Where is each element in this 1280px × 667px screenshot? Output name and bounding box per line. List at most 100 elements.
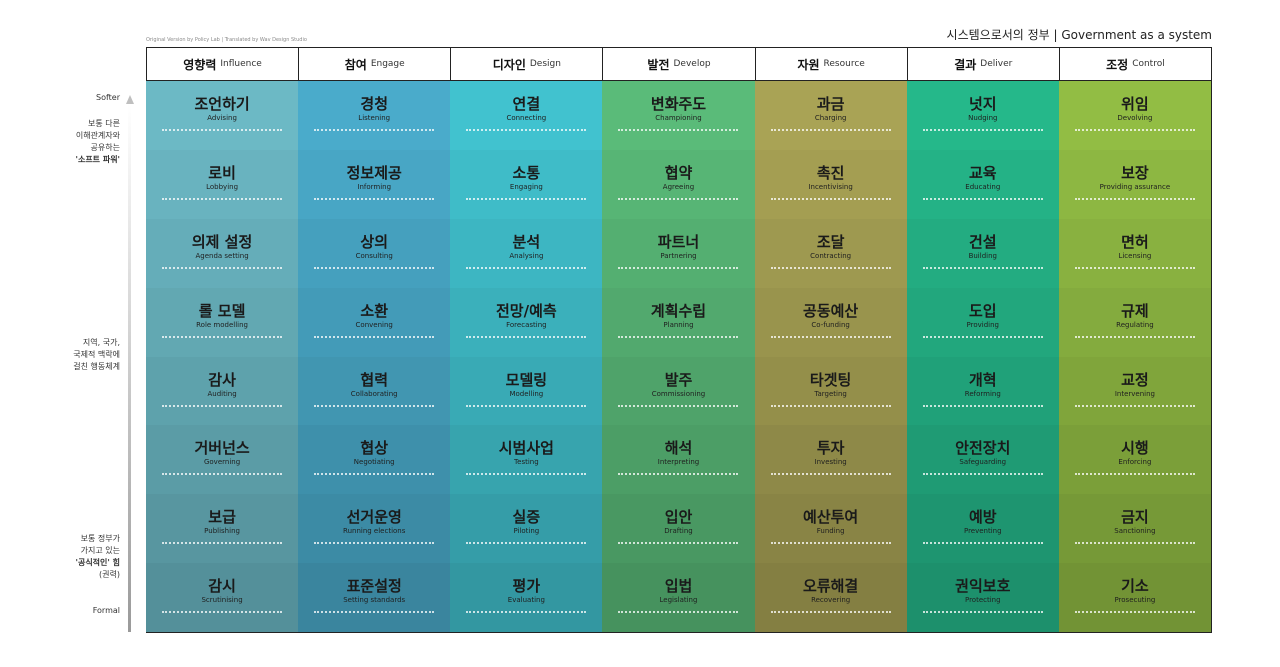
cell-title-ko: 소환 <box>360 301 389 320</box>
cell-description-placeholder <box>1074 404 1195 409</box>
cell-description-placeholder <box>466 266 587 271</box>
cell-title-en: Negotiating <box>353 458 395 467</box>
cell-title-en: Consulting <box>355 251 393 260</box>
cell-title-en: Agenda setting <box>195 251 249 260</box>
cell-description-placeholder <box>162 197 283 202</box>
cell-description-placeholder <box>162 542 283 546</box>
grid-cell: 위임 Devolving <box>1058 81 1211 150</box>
cell-description-placeholder <box>314 404 435 409</box>
grid-cell: 보급 Publishing <box>146 494 299 564</box>
axis-note-line: 가지고 있는 <box>80 546 120 555</box>
cell-title-ko: 넛지 <box>968 95 997 113</box>
cell-title-en: Providing <box>966 320 999 329</box>
cell-title-ko: 협력 <box>360 370 389 389</box>
cell-description-placeholder <box>162 473 283 477</box>
cell-title-ko: 교정 <box>1121 370 1149 389</box>
grid-cell: 계획수립 Planning <box>602 287 755 357</box>
cell-title-en: Incentivising <box>808 182 853 191</box>
grid-cell: 타겟팅 Targeting <box>754 356 907 426</box>
grid-cell: 규제 Regulating <box>1058 287 1211 357</box>
cell-title-en: Forecasting <box>506 320 547 329</box>
cell-title-ko: 시행 <box>1121 439 1149 458</box>
cell-description-placeholder <box>922 611 1043 615</box>
grid-cell: 권익보호 Protecting <box>906 563 1059 632</box>
cell-title-en: Evaluating <box>507 596 545 605</box>
grid-cell: 면허 Licensing <box>1058 218 1211 288</box>
axis-note-line: 지역, 국가, <box>82 338 120 347</box>
cell-title-ko: 모델링 <box>505 370 548 389</box>
cell-title-ko: 협상 <box>360 439 389 458</box>
grid-cell: 입안 Drafting <box>602 494 755 564</box>
cell-title-en: Interpreting <box>657 458 700 467</box>
cell-title-en: Championing <box>655 114 702 122</box>
cell-title-ko: 롤 모델 <box>198 301 246 320</box>
cell-title-ko: 분석 <box>512 232 541 251</box>
cell-description-placeholder <box>162 129 283 133</box>
column-engage: 경청 Listening 정보제공 Informing 상의 Consulting 소환 Co… <box>298 81 451 632</box>
cell-title-ko: 전망/예측 <box>496 301 557 320</box>
axis-note-middle: 지역, 국가, 국제적 맥락에 걸친 행동체계 <box>50 337 120 373</box>
cell-description-placeholder <box>466 129 587 133</box>
grid-cell: 소환 Convening <box>298 287 451 357</box>
cell-title-ko: 공동예산 <box>803 301 859 320</box>
axis-label-formal: Formal <box>92 606 120 615</box>
cell-description-placeholder <box>1074 335 1195 340</box>
grid-cell: 롤 모델 Role modelling <box>146 287 299 357</box>
cell-title-en: Agreeing <box>662 182 695 191</box>
column-header-influence: 영향력 Influence <box>146 48 298 80</box>
cell-title-ko: 로비 <box>208 163 236 182</box>
cell-title-en: Educating <box>965 182 1001 191</box>
column-resource: 과금 Charging 촉진 Incentivising 조달 Contracting 공동… <box>754 81 907 632</box>
cell-title-ko: 입법 <box>664 577 693 596</box>
cell-title-ko: 건설 <box>968 232 997 251</box>
cell-description-placeholder <box>466 611 587 615</box>
cell-title-en: Reforming <box>964 389 1001 398</box>
column-header-row: 영향력 Influence 참여 Engage 디자인 Design 발전 Develo… <box>146 47 1212 81</box>
grid-cell: 모델링 Modelling <box>450 356 603 426</box>
grid-cell: 변화주도 Championing <box>602 81 755 150</box>
cell-title-en: Collaborating <box>350 389 398 398</box>
cell-title-ko: 촉진 <box>816 163 845 182</box>
cell-title-en: Connecting <box>506 114 547 122</box>
cell-title-en: Informing <box>357 182 392 191</box>
arrow-up-icon <box>126 95 134 104</box>
cell-title-ko: 감시 <box>208 577 236 596</box>
cell-title-en: Auditing <box>207 389 237 398</box>
cell-description-placeholder <box>314 473 435 477</box>
cell-title-ko: 타겟팅 <box>809 370 852 389</box>
column-deliver: 넛지 Nudging 교육 Educating 건설 Building 도입 Providin… <box>906 81 1059 632</box>
column-header-design: 디자인 Design <box>450 48 602 80</box>
cell-title-en: Setting standards <box>343 596 406 605</box>
cell-title-ko: 경청 <box>360 95 389 113</box>
grid-cell: 의제 설정 Agenda setting <box>146 218 299 288</box>
column-influence: 조언하기 Advising 로비 Lobbying 의제 설정 Agenda settin… <box>146 81 299 632</box>
cell-title-ko: 정보제공 <box>346 163 402 182</box>
column-header-ko: 결과 <box>954 57 977 72</box>
government-system-grid: 조언하기 Advising 로비 Lobbying 의제 설정 Agenda settin… <box>146 81 1212 633</box>
column-header-en: Deliver <box>980 59 1013 69</box>
column-header-en: Control <box>1132 59 1165 69</box>
cell-description-placeholder <box>162 611 283 615</box>
grid-cell: 넛지 Nudging <box>906 81 1059 150</box>
grid-cell: 교정 Intervening <box>1058 356 1211 426</box>
cell-title-en: Engaging <box>509 182 543 191</box>
grid-cell: 보장 Providing assurance <box>1058 149 1211 219</box>
cell-title-ko: 의제 설정 <box>191 232 253 251</box>
cell-title-ko: 안전장치 <box>955 439 1011 458</box>
cell-description-placeholder <box>1074 542 1195 546</box>
grid-cell: 거버넌스 Governing <box>146 425 299 495</box>
cell-title-en: Safeguarding <box>959 458 1007 467</box>
grid-cell: 경청 Listening <box>298 81 451 150</box>
grid-cell: 조달 Contracting <box>754 218 907 288</box>
cell-title-en: Preventing <box>963 527 1002 536</box>
axis-note-line: 걸친 행동체계 <box>73 362 120 371</box>
grid-cell: 조언하기 Advising <box>146 81 299 150</box>
cell-title-en: Targeting <box>814 389 847 398</box>
grid-cell: 촉진 Incentivising <box>754 149 907 219</box>
cell-title-ko: 발주 <box>664 370 693 389</box>
cell-description-placeholder <box>1074 611 1195 615</box>
cell-title-ko: 투자 <box>816 439 845 458</box>
grid-cell: 금지 Sanctioning <box>1058 494 1211 564</box>
axis-note-line: 보통 정부가 <box>80 534 120 543</box>
axis-note-line: 이해관계자와 <box>75 131 120 140</box>
